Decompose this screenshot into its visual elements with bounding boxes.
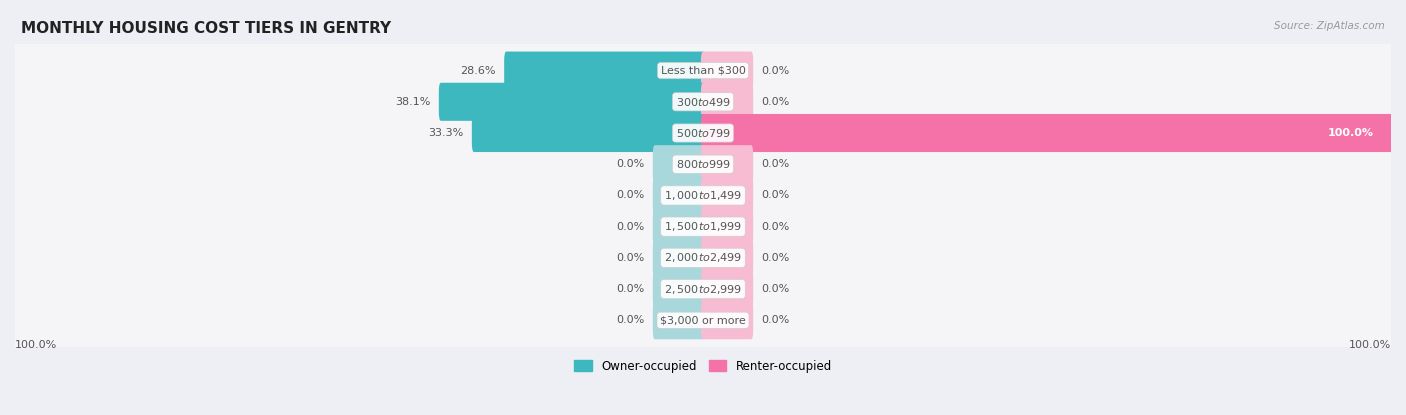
Text: $1,500 to $1,999: $1,500 to $1,999 xyxy=(664,220,742,233)
FancyBboxPatch shape xyxy=(652,239,704,277)
Text: 33.3%: 33.3% xyxy=(429,128,464,138)
FancyBboxPatch shape xyxy=(13,168,1393,223)
FancyBboxPatch shape xyxy=(13,230,1393,286)
Text: 0.0%: 0.0% xyxy=(616,222,644,232)
Text: MONTHLY HOUSING COST TIERS IN GENTRY: MONTHLY HOUSING COST TIERS IN GENTRY xyxy=(21,21,391,36)
Text: 0.0%: 0.0% xyxy=(762,222,790,232)
FancyBboxPatch shape xyxy=(702,270,754,308)
Text: $2,000 to $2,499: $2,000 to $2,499 xyxy=(664,251,742,264)
FancyBboxPatch shape xyxy=(702,239,754,277)
Text: 100.0%: 100.0% xyxy=(1327,128,1374,138)
Text: 0.0%: 0.0% xyxy=(762,315,790,325)
Text: 0.0%: 0.0% xyxy=(616,284,644,294)
Text: 0.0%: 0.0% xyxy=(762,159,790,169)
Text: 0.0%: 0.0% xyxy=(616,253,644,263)
FancyBboxPatch shape xyxy=(652,176,704,215)
FancyBboxPatch shape xyxy=(702,51,754,90)
Text: Source: ZipAtlas.com: Source: ZipAtlas.com xyxy=(1274,21,1385,31)
FancyBboxPatch shape xyxy=(505,51,704,90)
FancyBboxPatch shape xyxy=(13,293,1393,348)
FancyBboxPatch shape xyxy=(702,145,754,183)
FancyBboxPatch shape xyxy=(472,114,704,152)
FancyBboxPatch shape xyxy=(13,74,1393,129)
FancyBboxPatch shape xyxy=(13,261,1393,317)
Text: 0.0%: 0.0% xyxy=(616,190,644,200)
FancyBboxPatch shape xyxy=(13,137,1393,192)
Text: 0.0%: 0.0% xyxy=(616,159,644,169)
Text: 0.0%: 0.0% xyxy=(762,284,790,294)
Text: $3,000 or more: $3,000 or more xyxy=(661,315,745,325)
Legend: Owner-occupied, Renter-occupied: Owner-occupied, Renter-occupied xyxy=(569,355,837,377)
Text: $1,000 to $1,499: $1,000 to $1,499 xyxy=(664,189,742,202)
FancyBboxPatch shape xyxy=(652,208,704,246)
FancyBboxPatch shape xyxy=(439,83,704,121)
FancyBboxPatch shape xyxy=(702,114,1393,152)
Text: 0.0%: 0.0% xyxy=(762,253,790,263)
FancyBboxPatch shape xyxy=(702,83,754,121)
Text: 0.0%: 0.0% xyxy=(616,315,644,325)
FancyBboxPatch shape xyxy=(13,105,1393,161)
Text: 100.0%: 100.0% xyxy=(1348,339,1391,349)
Text: $500 to $799: $500 to $799 xyxy=(675,127,731,139)
Text: 100.0%: 100.0% xyxy=(15,339,58,349)
Text: $800 to $999: $800 to $999 xyxy=(675,158,731,170)
FancyBboxPatch shape xyxy=(702,208,754,246)
Text: 0.0%: 0.0% xyxy=(762,97,790,107)
Text: 38.1%: 38.1% xyxy=(395,97,430,107)
FancyBboxPatch shape xyxy=(652,301,704,339)
FancyBboxPatch shape xyxy=(13,199,1393,254)
FancyBboxPatch shape xyxy=(702,301,754,339)
Text: Less than $300: Less than $300 xyxy=(661,66,745,76)
Text: 28.6%: 28.6% xyxy=(460,66,496,76)
FancyBboxPatch shape xyxy=(652,145,704,183)
FancyBboxPatch shape xyxy=(652,270,704,308)
Text: $2,500 to $2,999: $2,500 to $2,999 xyxy=(664,283,742,295)
Text: $300 to $499: $300 to $499 xyxy=(675,96,731,108)
Text: 0.0%: 0.0% xyxy=(762,66,790,76)
FancyBboxPatch shape xyxy=(702,176,754,215)
FancyBboxPatch shape xyxy=(13,43,1393,98)
Text: 0.0%: 0.0% xyxy=(762,190,790,200)
